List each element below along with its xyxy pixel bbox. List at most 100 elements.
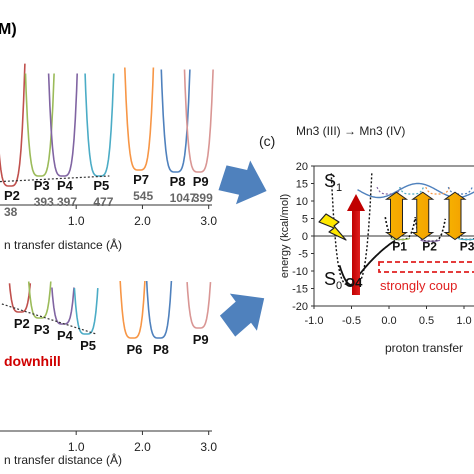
x-tick-label: 3.0 xyxy=(200,214,217,228)
well-curve-p2 xyxy=(0,63,26,187)
vertical-transition-arrows xyxy=(384,191,467,241)
x-tick-label: 0.0 xyxy=(381,315,396,327)
y-tick-label: -10 xyxy=(292,266,308,278)
panel-c-ticks: 20 15 10 5 0 -5 -10 -15 -20 -1.0 -0.5 0.0 0.5 1.0 xyxy=(292,161,472,327)
s1-label: S1 xyxy=(324,171,342,194)
state-label-p5: P5 xyxy=(93,178,109,193)
panel-a-curves xyxy=(0,63,214,187)
energy-label-p4: 397 xyxy=(57,195,77,209)
panel-c: (c) Mn3 (III) → Mn3 (IV) 20 15 10 5 0 -5 -10 -1… xyxy=(259,124,474,355)
state-label-p2: P2 xyxy=(422,240,437,254)
o4-well xyxy=(330,173,373,286)
well-curve-p8 xyxy=(145,280,173,339)
well-curve-p4 xyxy=(51,287,75,325)
transition-arrow xyxy=(443,191,467,241)
panel-b-state-labels: P2 P3 P4 P5 P6 P8 P9 xyxy=(14,316,209,357)
energy-label-p3: 393 xyxy=(34,195,54,209)
panel-c-state-labels: P1 P2 P3 xyxy=(392,240,474,254)
state-label-p9: P9 xyxy=(193,332,209,347)
well-curve-p2 xyxy=(8,283,32,313)
panel-b-dotted-path xyxy=(1,303,97,335)
state-label-p4: P4 xyxy=(57,328,74,343)
state-label-p7: P7 xyxy=(133,172,149,187)
o4-label: O4 xyxy=(345,275,363,290)
dotted-guide xyxy=(1,303,97,335)
energy-label-p5: 477 xyxy=(93,195,113,209)
y-tick-label: 0 xyxy=(302,231,308,243)
arrow-b-to-c-icon xyxy=(219,293,265,337)
panel-a-x-label: n transfer distance (Å) xyxy=(4,237,122,252)
well-curve-p4 xyxy=(47,73,78,177)
energy-label-p8: 1047 xyxy=(170,191,197,205)
panel-c-x-label: proton transfer xyxy=(385,341,463,355)
well-curve-p8 xyxy=(160,69,191,173)
well-curve-p3 xyxy=(24,73,55,177)
y-tick-label: -5 xyxy=(298,249,308,261)
energy-label-p9: 399 xyxy=(193,191,213,205)
x-tick-label: 1.0 xyxy=(68,214,85,228)
energy-label-p7: 545 xyxy=(133,189,153,203)
panel-c-title: Mn3 (III) → Mn3 (IV) xyxy=(296,124,405,138)
well-curve-p3 xyxy=(27,281,52,319)
transition-arrow xyxy=(411,191,435,241)
state-label-p9: P9 xyxy=(193,174,209,189)
y-tick-label: -15 xyxy=(292,284,308,296)
x-tick-label: 0.5 xyxy=(419,315,434,327)
downhill-annotation: downhill xyxy=(4,353,61,369)
ground-well-inner-p3 xyxy=(457,237,474,241)
x-tick-label: 1.0 xyxy=(68,440,85,454)
panel-c-y-label: energy (kcal/mol) xyxy=(279,194,291,278)
x-tick-label: 2.0 xyxy=(134,214,151,228)
panel-b: 1.0 2.0 3.0 P2 P3 P4 P5 P6 P8 P9 downhill n tran… xyxy=(0,280,217,467)
state-label-p1: P1 xyxy=(392,240,407,254)
y-tick-label: -20 xyxy=(292,301,308,313)
state-label-p8: P8 xyxy=(153,342,169,357)
energy-label-p2: 38 xyxy=(4,205,18,219)
panel-a-title: M) xyxy=(0,21,17,38)
dotted-guide xyxy=(0,175,110,183)
x-tick-label: -1.0 xyxy=(305,315,324,327)
y-tick-label: 10 xyxy=(296,196,308,208)
well-curve-p6 xyxy=(119,280,146,339)
panel-b-x-label: n transfer distance (Å) xyxy=(4,452,122,467)
y-tick-label: 20 xyxy=(296,161,308,173)
x-tick-label: 1.0 xyxy=(456,315,471,327)
ground-well-inner-p1 xyxy=(390,237,411,241)
well-curve-p7 xyxy=(124,67,155,171)
arrow-a-to-c-icon xyxy=(218,160,267,205)
x-tick-label: -0.5 xyxy=(342,315,361,327)
well-curve-p9 xyxy=(186,282,212,329)
state-label-p3: P3 xyxy=(34,322,50,337)
excited-well xyxy=(447,186,473,195)
panel-a-ticks: 1.0 2.0 3.0 xyxy=(68,205,217,228)
panel-c-label: (c) xyxy=(259,133,275,149)
well-curve-p5 xyxy=(73,288,99,335)
state-label-p3: P3 xyxy=(460,240,474,254)
excitation-arrow-icon xyxy=(347,194,365,295)
state-label-p5: P5 xyxy=(80,338,96,353)
s0-label: S0 xyxy=(324,269,342,292)
lightning-icon xyxy=(318,213,347,241)
state-label-p3: P3 xyxy=(34,178,50,193)
state-label-p2: P2 xyxy=(4,188,20,203)
coupling-annotation: strongly coup xyxy=(380,278,457,293)
panel-b-ticks: 1.0 2.0 3.0 xyxy=(68,431,217,454)
state-label-p8: P8 xyxy=(170,174,186,189)
s0-curve xyxy=(338,239,396,286)
panel-a-dotted-path xyxy=(0,175,110,183)
ground-well-inner-p2 xyxy=(420,239,441,242)
coupling-box xyxy=(378,261,474,273)
x-tick-label: 2.0 xyxy=(134,440,151,454)
well-curve-p9 xyxy=(183,69,214,173)
state-label-p6: P6 xyxy=(127,342,143,357)
x-tick-label: 3.0 xyxy=(200,440,217,454)
y-tick-label: 5 xyxy=(302,214,308,226)
transition-arrow xyxy=(384,191,409,241)
state-label-p4: P4 xyxy=(57,178,74,193)
well-curve-p5 xyxy=(84,73,115,177)
y-tick-label: 15 xyxy=(296,179,308,191)
state-label-p2: P2 xyxy=(14,316,30,331)
